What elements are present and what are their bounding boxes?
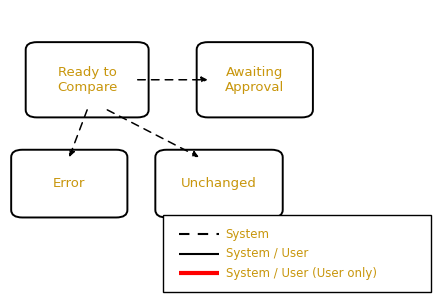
Text: Unchanged: Unchanged	[181, 177, 257, 190]
FancyBboxPatch shape	[11, 150, 127, 217]
Text: System / User (User only): System / User (User only)	[226, 267, 377, 280]
Text: Error: Error	[53, 177, 85, 190]
FancyBboxPatch shape	[197, 42, 313, 117]
Text: Awaiting
Approval: Awaiting Approval	[225, 66, 284, 94]
Text: System: System	[226, 228, 270, 240]
FancyBboxPatch shape	[26, 42, 148, 117]
Text: Ready to
Compare: Ready to Compare	[57, 66, 118, 94]
FancyBboxPatch shape	[156, 150, 283, 217]
Text: System / User: System / User	[226, 247, 308, 260]
FancyBboxPatch shape	[163, 215, 431, 292]
